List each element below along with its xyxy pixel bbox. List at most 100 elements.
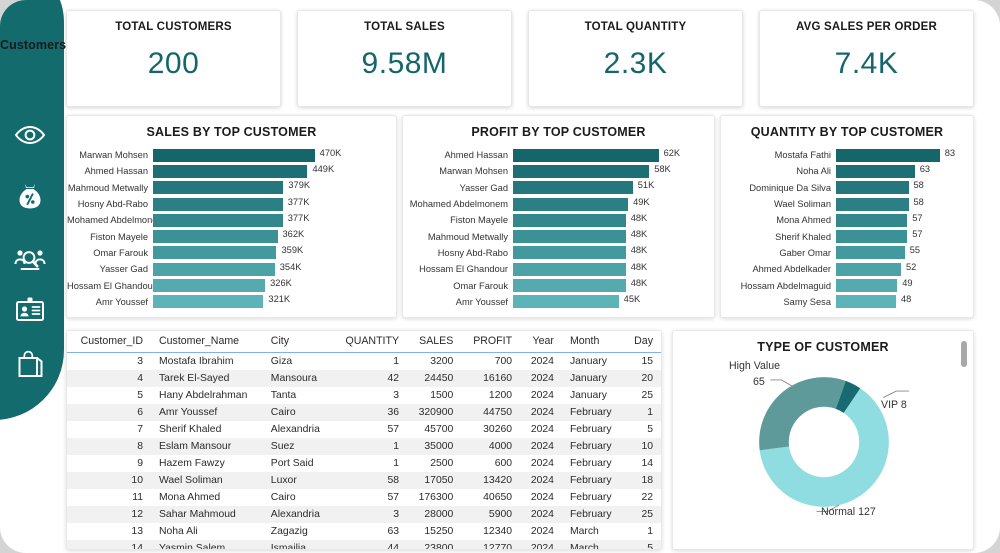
bar-row[interactable]: Ahmed Hassan 449K	[67, 163, 396, 179]
table-cell: 9	[137, 457, 143, 469]
bar-category-label: Hosny Abd-Rabo	[77, 199, 148, 210]
table-cell: 57	[387, 491, 400, 503]
bar-row[interactable]: Omar Farouk 359K	[67, 245, 396, 261]
bar-category-label: Omar Farouk	[453, 280, 508, 291]
table-cell: 2024	[530, 508, 554, 520]
table-cell: 2024	[530, 491, 554, 503]
bar-row[interactable]: Fiston Mayele 48K	[403, 212, 714, 228]
bar-row[interactable]: Mahmoud Metwally 48K	[403, 228, 714, 244]
table-cell: Ismailia	[270, 542, 307, 550]
bar-category-label: Mostafa Fathi	[774, 150, 831, 161]
table-row[interactable]: 6 Amr Youssef Cairo 36 320900 44750 2024 Februa…	[67, 404, 661, 421]
table-cell: 44	[387, 542, 400, 550]
table-cell: 600	[494, 457, 513, 469]
table-column-header[interactable]: Customer_Name	[150, 331, 263, 353]
table-column-header[interactable]: Year	[520, 331, 562, 353]
table-row[interactable]: 13 Noha Ali Zagazig 63 15250 12340 2024 March 1	[67, 523, 661, 540]
donut-leader-line	[816, 504, 840, 512]
table-column-header[interactable]: PROFIT	[461, 331, 521, 353]
bar-row[interactable]: Amr Youssef 45K	[403, 294, 714, 310]
bar-row[interactable]: Mahmoud Metwally 379K	[67, 180, 396, 196]
bar-row[interactable]: Hossam El Ghandour 326K	[67, 277, 396, 293]
bar-row[interactable]: Sherif Khaled 57	[721, 228, 973, 244]
id-card-icon	[14, 294, 46, 326]
bar-row[interactable]: Mohamed Abdelmonem 377K	[67, 212, 396, 228]
sidebar-item-customer-profile[interactable]	[10, 290, 50, 330]
customers-table: Customer_ID Customer_Name City QUANTITY SALE…	[67, 331, 661, 550]
bar-category-label: Mahmoud Metwally	[427, 231, 508, 242]
bar-row[interactable]: Yasser Gad 51K	[403, 180, 714, 196]
bar-row[interactable]: Noha Ali 63	[721, 163, 973, 179]
table-column-header[interactable]: SALES	[407, 331, 462, 353]
table-row[interactable]: 10 Wael Soliman Luxor 58 17050 13420 2024 Febru…	[67, 472, 661, 489]
sidebar-item-overview[interactable]	[10, 115, 50, 155]
bar-row[interactable]: Ahmed Abdelkader 52	[721, 261, 973, 277]
bar-track: 62K	[513, 148, 714, 162]
bar-row[interactable]: Wael Soliman 58	[721, 196, 973, 212]
bar-row[interactable]: Mostafa Fathi 83	[721, 147, 973, 163]
table-column-header[interactable]: Customer_ID	[67, 331, 151, 353]
table-cell: March	[569, 525, 599, 537]
bar-row[interactable]: Hosny Abd-Rabo 48K	[403, 245, 714, 261]
bar-row[interactable]: Omar Farouk 48K	[403, 277, 714, 293]
bar-row[interactable]: Ahmed Hassan 62K	[403, 147, 714, 163]
bar-row[interactable]: Marwan Mohsen 58K	[403, 163, 714, 179]
bar-row[interactable]: Samy Sesa 48	[721, 294, 973, 310]
bar-category-label: Mohamed Abdelmonem	[67, 215, 153, 226]
bar-row[interactable]: Yasser Gad 354K	[67, 261, 396, 277]
bar-row[interactable]: Mona Ahmed 57	[721, 212, 973, 228]
table-column-header[interactable]: Month	[561, 331, 624, 353]
table-row[interactable]: 5 Hany Abdelrahman Tanta 3 1500 1200 2024 Janua…	[67, 387, 661, 404]
bar-fill	[153, 262, 275, 276]
sidebar-item-products[interactable]	[10, 344, 50, 384]
table-row[interactable]: 4 Tarek El-Sayed Mansoura 42 24450 16160 2024 J…	[67, 370, 661, 387]
table-row[interactable]: 12 Sahar Mahmoud Alexandria 3 28000 5900 2024 F…	[67, 506, 661, 523]
bar-row[interactable]: Gaber Omar 55	[721, 245, 973, 261]
table-row[interactable]: 14 Yasmin Salem Ismailia 44 23800 12770 2024 Ma…	[67, 540, 661, 550]
bar-row[interactable]: Mohamed Abdelmonem 49K	[403, 196, 714, 212]
table-row[interactable]: 9 Hazem Fawzy Port Said 1 2500 600 2024 Februar…	[67, 455, 661, 472]
chart-title: QUANTITY BY TOP CUSTOMER	[750, 125, 944, 139]
bar-value-label: 58K	[654, 163, 671, 174]
table-row[interactable]: 8 Eslam Mansour Suez 1 35000 4000 2024 February…	[67, 438, 661, 455]
bar-value-label: 63	[919, 163, 931, 174]
bar-value-label: 57	[912, 212, 923, 223]
sidebar-item-sales[interactable]	[10, 177, 50, 217]
bar-category-label: Mohamed Abdelmonem	[409, 199, 508, 210]
bar-category-label: Ahmed Hassan	[444, 150, 508, 161]
donut-slice[interactable]	[759, 377, 846, 451]
bar-track: 49	[836, 278, 973, 293]
table-cell: 11	[132, 491, 143, 503]
bar-row[interactable]: Hossam El Ghandour 48K	[403, 261, 714, 277]
table-row[interactable]: 7 Sherif Khaled Alexandria 57 45700 30260 2024…	[67, 421, 661, 438]
donut-panel-scrollbar[interactable]	[961, 341, 967, 367]
table-column-header[interactable]: City	[262, 331, 333, 353]
bar-row[interactable]: Hosny Abd-Rabo 377K	[67, 196, 396, 212]
donut-slice[interactable]	[835, 380, 861, 413]
bar-value-label: 48K	[630, 261, 648, 272]
table-cell: February	[569, 423, 612, 435]
bar-row[interactable]: Fiston Mayele 362K	[67, 228, 396, 244]
sidebar-item-customer-analysis[interactable]	[10, 239, 50, 279]
bar-row[interactable]: Amr Youssef 321K	[67, 294, 396, 310]
table-cell: 15	[641, 355, 653, 367]
table-cell: 18	[641, 474, 653, 486]
table-cell: 45700	[424, 423, 454, 435]
table-column-header[interactable]: QUANTITY	[332, 331, 408, 353]
table-row[interactable]: 3 Mostafa Ibrahim Giza 1 3200 700 2024 January 1…	[67, 353, 661, 371]
table-cell: 15250	[424, 525, 454, 537]
table-column-header[interactable]: Day	[623, 331, 661, 353]
customers-data-table-panel[interactable]: Customer_ID Customer_Name City QUANTITY SALE…	[66, 330, 662, 550]
table-row[interactable]: 11 Mona Ahmed Cairo 57 176300 40650 2024 Februa…	[67, 489, 661, 506]
bar-track: 379K	[153, 180, 396, 195]
table-cell: 5	[647, 542, 653, 550]
kpi-card-total-sales: TOTAL SALES 9.58M	[297, 10, 512, 107]
table-cell: Mostafa Ibrahim	[158, 355, 234, 367]
bar-row[interactable]: Dominique Da Silva 58	[721, 180, 973, 196]
bar-row[interactable]: Marwan Mohsen 470K	[67, 147, 396, 163]
bar-track: 326K	[153, 278, 396, 293]
donut-slice[interactable]	[759, 388, 889, 507]
bar-row[interactable]: Hossam Abdelmaguid 49	[721, 277, 973, 293]
table-scrollbar[interactable]	[652, 333, 659, 547]
bar-category-label: Amr Youssef	[95, 296, 148, 307]
